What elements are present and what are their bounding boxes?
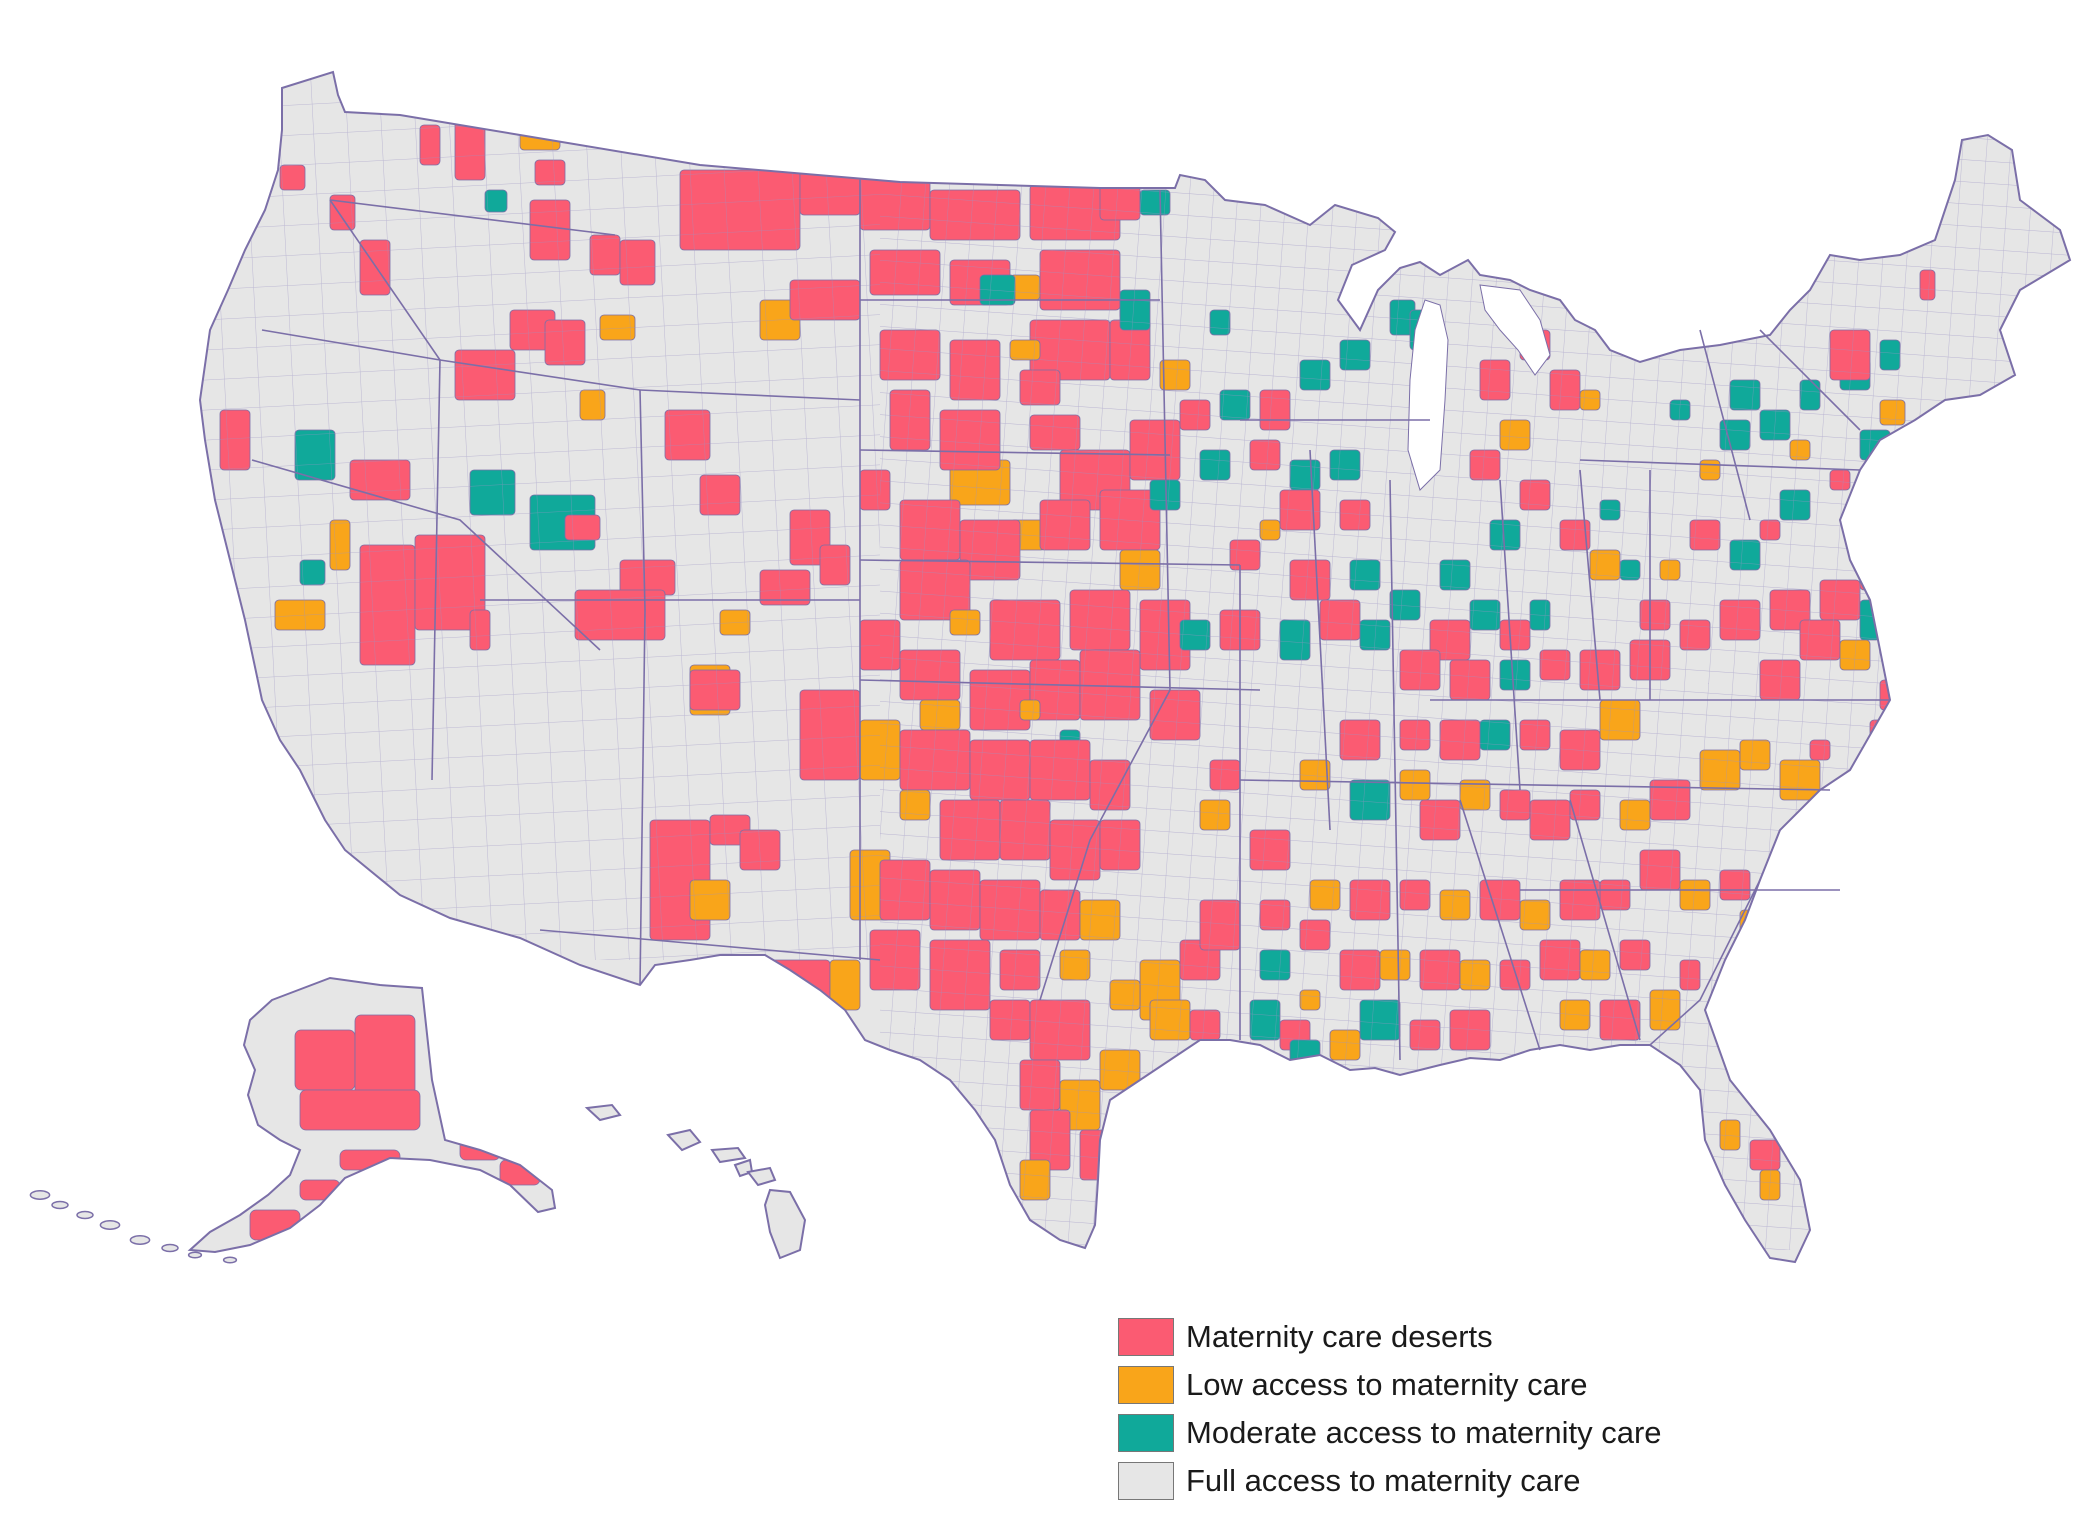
state-border-line [639, 389, 861, 401]
state-border-line [251, 459, 601, 651]
state-border-line [1649, 879, 1761, 1046]
aleutian-island [187, 1251, 203, 1259]
state-border-line [539, 929, 881, 961]
aleutian-island [76, 1210, 94, 1220]
hawaii-island [666, 1128, 702, 1152]
alaska [29, 976, 557, 1264]
state-border-line [329, 199, 616, 236]
hawaii-island [763, 1188, 807, 1260]
state-border-line [1759, 329, 1861, 431]
aleutian-island [129, 1235, 151, 1245]
alaska-region-desert [299, 1089, 421, 1131]
legend-item-deserts: Maternity care deserts [1118, 1313, 1838, 1361]
aleutian-island [51, 1200, 69, 1210]
state-border-line [1459, 799, 1541, 1051]
conus-county-grid-east [880, 100, 2070, 1250]
hawaii-island [710, 1146, 747, 1164]
legend-item-low-access: Low access to maternity care [1118, 1361, 1838, 1409]
state-border-line [1039, 689, 1171, 1001]
alaska-outline [187, 976, 557, 1254]
conus-county-grid-west [200, 72, 880, 960]
conus-outline [198, 70, 2072, 1264]
alaska-region-desert [354, 1014, 416, 1096]
county-region-desert [1859, 559, 1891, 591]
state-border-line [1699, 329, 1751, 521]
state-border-line [859, 449, 1171, 456]
state-border-line [1239, 779, 1831, 791]
legend-label-low-access: Low access to maternity care [1186, 1367, 1588, 1402]
legend-item-full-access: Full access to maternity care [1118, 1457, 1838, 1505]
county-region-moderate [1849, 499, 1871, 531]
state-border-line [1159, 189, 1171, 691]
state-border-line [1499, 479, 1521, 791]
legend-label-deserts: Maternity care deserts [1186, 1319, 1493, 1354]
state-border-line [1579, 459, 1861, 471]
state-border-line [1389, 479, 1401, 1061]
state-border-line [329, 199, 441, 361]
hawaii [584, 1103, 807, 1260]
county-region-desert [1109, 1099, 1141, 1141]
state-border-line [859, 679, 1261, 691]
alaska-region-desert [499, 1159, 541, 1186]
legend-swatch-moderate-access [1118, 1414, 1174, 1452]
legend: Maternity care deserts Low access to mat… [1118, 1313, 1838, 1505]
state-border-line [639, 609, 646, 986]
aleutian-island [161, 1243, 179, 1253]
great-lakes [1407, 284, 1551, 491]
hawaii-island [746, 1166, 777, 1187]
legend-swatch-low-access [1118, 1366, 1174, 1404]
state-border-line [639, 389, 646, 611]
contiguous-us [198, 70, 2072, 1264]
legend-item-moderate-access: Moderate access to maternity care [1118, 1409, 1838, 1457]
alaska-regions [249, 1014, 541, 1241]
aleutian-islands [29, 1190, 238, 1264]
hawaii-island [584, 1103, 622, 1122]
legend-label-moderate-access: Moderate access to maternity care [1186, 1415, 1662, 1450]
aleutian-island [29, 1190, 51, 1200]
aleutian-island [222, 1256, 238, 1264]
state-border-line [1579, 469, 1601, 701]
state-border-line [859, 559, 1241, 566]
state-border-line [431, 359, 441, 781]
county-region-desert [769, 959, 831, 1001]
legend-swatch-full-access [1118, 1462, 1174, 1500]
state-border-line [1309, 449, 1331, 831]
state-border-line [1569, 799, 1641, 1041]
aleutian-island [99, 1220, 121, 1230]
alaska-region-desert [294, 1029, 356, 1091]
legend-label-full-access: Full access to maternity care [1186, 1463, 1581, 1498]
legend-swatch-deserts [1118, 1318, 1174, 1356]
state-borders [251, 180, 1890, 1061]
